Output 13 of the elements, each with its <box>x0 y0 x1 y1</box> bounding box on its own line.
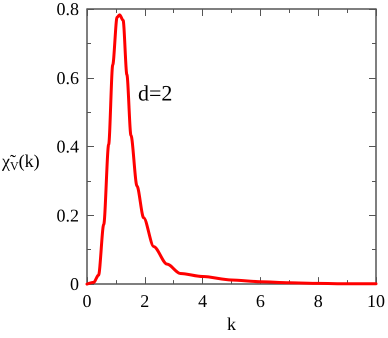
x-tick-label: 8 <box>314 291 323 312</box>
x-tick-label: 4 <box>198 291 208 312</box>
annotation: d=2 <box>138 80 172 106</box>
y-tick-label: 0.8 <box>56 0 79 19</box>
x-tick-label: 10 <box>367 291 385 312</box>
x-tick-label: 6 <box>256 291 265 312</box>
y-tick-label: 0.2 <box>56 205 79 226</box>
x-tick-label: 2 <box>140 291 150 312</box>
y-tick-label: 0.4 <box>56 136 79 157</box>
x-axis-title: k <box>227 314 236 334</box>
x-tick-label: 0 <box>82 291 92 312</box>
y-tick-label: 0 <box>70 274 79 294</box>
y-tick-label: 0.6 <box>56 68 79 88</box>
